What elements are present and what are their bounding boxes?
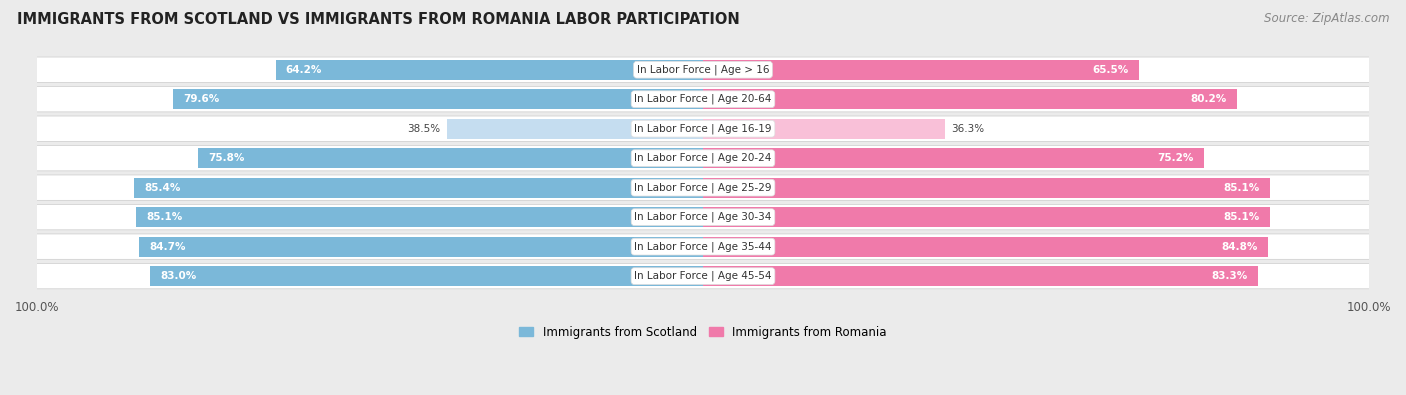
Bar	[703, 148, 1204, 168]
Legend: Immigrants from Scotland, Immigrants from Romania: Immigrants from Scotland, Immigrants fro…	[515, 321, 891, 343]
Bar	[703, 89, 1237, 109]
Text: In Labor Force | Age > 16: In Labor Force | Age > 16	[637, 64, 769, 75]
Text: 36.3%: 36.3%	[952, 124, 984, 134]
Bar	[150, 266, 703, 286]
Bar	[173, 89, 703, 109]
Bar	[703, 178, 1270, 198]
Bar	[198, 148, 703, 168]
Text: 83.3%: 83.3%	[1212, 271, 1247, 281]
Bar	[447, 118, 703, 139]
Bar	[703, 207, 1270, 227]
Text: 75.2%: 75.2%	[1157, 153, 1194, 163]
Text: 85.4%: 85.4%	[145, 182, 181, 193]
FancyBboxPatch shape	[4, 145, 1402, 171]
FancyBboxPatch shape	[4, 116, 1402, 141]
Text: In Labor Force | Age 25-29: In Labor Force | Age 25-29	[634, 182, 772, 193]
Text: In Labor Force | Age 16-19: In Labor Force | Age 16-19	[634, 124, 772, 134]
Text: 84.8%: 84.8%	[1222, 242, 1257, 252]
Text: In Labor Force | Age 35-44: In Labor Force | Age 35-44	[634, 241, 772, 252]
Text: 79.6%: 79.6%	[183, 94, 219, 104]
Bar	[276, 60, 703, 80]
Bar	[703, 118, 945, 139]
Text: 65.5%: 65.5%	[1092, 65, 1129, 75]
FancyBboxPatch shape	[4, 263, 1402, 289]
Text: 85.1%: 85.1%	[1223, 212, 1260, 222]
FancyBboxPatch shape	[4, 87, 1402, 112]
Bar	[135, 178, 703, 198]
Text: 64.2%: 64.2%	[285, 65, 322, 75]
Text: In Labor Force | Age 45-54: In Labor Force | Age 45-54	[634, 271, 772, 281]
Text: 85.1%: 85.1%	[1223, 182, 1260, 193]
Text: 85.1%: 85.1%	[146, 212, 183, 222]
FancyBboxPatch shape	[4, 57, 1402, 83]
Bar	[703, 60, 1139, 80]
Text: IMMIGRANTS FROM SCOTLAND VS IMMIGRANTS FROM ROMANIA LABOR PARTICIPATION: IMMIGRANTS FROM SCOTLAND VS IMMIGRANTS F…	[17, 12, 740, 27]
Bar	[703, 237, 1268, 257]
Text: In Labor Force | Age 20-24: In Labor Force | Age 20-24	[634, 153, 772, 164]
Text: Source: ZipAtlas.com: Source: ZipAtlas.com	[1264, 12, 1389, 25]
Bar	[139, 237, 703, 257]
Text: 84.7%: 84.7%	[149, 242, 186, 252]
Text: 38.5%: 38.5%	[406, 124, 440, 134]
FancyBboxPatch shape	[4, 234, 1402, 259]
Text: 83.0%: 83.0%	[160, 271, 197, 281]
Text: 75.8%: 75.8%	[208, 153, 245, 163]
FancyBboxPatch shape	[4, 205, 1402, 230]
Text: 80.2%: 80.2%	[1191, 94, 1227, 104]
Text: In Labor Force | Age 20-64: In Labor Force | Age 20-64	[634, 94, 772, 104]
FancyBboxPatch shape	[4, 175, 1402, 200]
Text: In Labor Force | Age 30-34: In Labor Force | Age 30-34	[634, 212, 772, 222]
Bar	[136, 207, 703, 227]
Bar	[703, 266, 1257, 286]
